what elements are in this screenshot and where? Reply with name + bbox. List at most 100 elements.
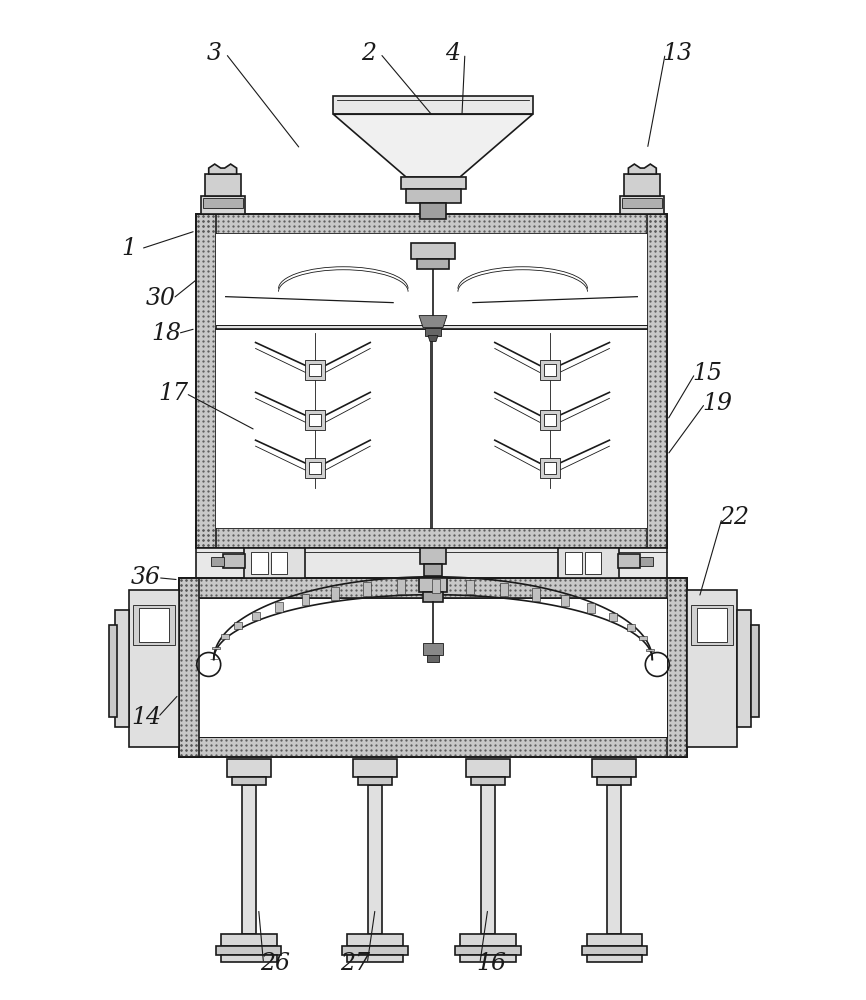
Bar xyxy=(309,414,321,426)
Bar xyxy=(275,602,283,612)
Bar xyxy=(221,955,276,962)
Bar xyxy=(460,934,516,946)
Bar xyxy=(411,243,455,259)
Bar xyxy=(500,583,508,596)
Bar xyxy=(691,605,733,645)
Bar xyxy=(397,579,405,594)
Bar xyxy=(109,625,117,717)
Bar xyxy=(342,946,408,955)
Bar xyxy=(309,462,321,474)
Bar xyxy=(592,759,637,777)
Bar xyxy=(455,946,520,955)
Bar xyxy=(481,785,494,934)
Bar xyxy=(216,946,281,955)
Bar xyxy=(178,578,688,757)
Bar xyxy=(199,598,667,737)
Text: 22: 22 xyxy=(719,506,749,529)
Bar xyxy=(627,624,635,631)
Bar xyxy=(424,564,442,576)
Text: 18: 18 xyxy=(151,322,181,345)
Text: 14: 14 xyxy=(131,706,161,729)
Bar xyxy=(620,196,664,214)
Bar xyxy=(133,605,175,645)
Bar xyxy=(587,603,595,613)
Text: 15: 15 xyxy=(692,362,722,385)
Bar xyxy=(250,552,268,574)
Bar xyxy=(231,777,266,785)
Bar xyxy=(640,557,653,566)
Bar xyxy=(688,590,737,747)
Bar xyxy=(544,364,556,376)
Bar xyxy=(540,458,559,478)
Bar xyxy=(697,608,727,642)
Bar xyxy=(204,174,241,196)
Bar xyxy=(306,360,326,380)
Bar xyxy=(216,234,647,528)
Bar xyxy=(178,737,688,757)
Bar xyxy=(301,594,309,605)
Bar xyxy=(243,548,306,578)
Bar xyxy=(306,458,326,478)
Bar xyxy=(359,777,392,785)
Bar xyxy=(609,613,617,621)
Bar xyxy=(227,759,270,777)
Bar xyxy=(540,360,559,380)
Bar xyxy=(423,592,443,602)
Bar xyxy=(460,955,516,962)
Polygon shape xyxy=(428,336,438,342)
Bar xyxy=(270,552,288,574)
Bar xyxy=(333,96,533,114)
Text: 1: 1 xyxy=(121,237,137,260)
Bar xyxy=(471,777,505,785)
Bar xyxy=(425,328,441,336)
Bar xyxy=(647,214,667,548)
Bar xyxy=(561,595,569,606)
Polygon shape xyxy=(419,316,447,328)
Bar xyxy=(467,580,475,594)
Bar xyxy=(196,528,667,548)
Bar xyxy=(624,174,660,196)
Bar xyxy=(427,655,439,662)
Text: 27: 27 xyxy=(340,952,371,975)
Bar xyxy=(585,552,602,574)
Text: 30: 30 xyxy=(145,287,176,310)
Bar xyxy=(423,643,443,655)
Bar xyxy=(216,325,647,329)
Bar xyxy=(223,554,244,568)
Polygon shape xyxy=(209,164,236,174)
Bar xyxy=(347,955,403,962)
Text: 3: 3 xyxy=(206,42,221,65)
Bar xyxy=(364,582,372,596)
Bar xyxy=(586,955,643,962)
Text: 16: 16 xyxy=(477,952,507,975)
Bar xyxy=(196,214,667,548)
Bar xyxy=(129,590,178,747)
Bar xyxy=(212,647,221,649)
Bar xyxy=(419,578,447,592)
Text: 2: 2 xyxy=(361,42,376,65)
Bar xyxy=(210,557,223,566)
Bar xyxy=(607,785,622,934)
Bar xyxy=(196,214,216,548)
Bar xyxy=(242,785,255,934)
Bar xyxy=(751,625,759,717)
Bar xyxy=(582,946,647,955)
Text: 4: 4 xyxy=(445,42,461,65)
Text: 26: 26 xyxy=(261,952,290,975)
Bar xyxy=(558,548,619,578)
Bar xyxy=(199,598,667,737)
Bar xyxy=(221,634,229,639)
Bar xyxy=(401,177,466,189)
Bar xyxy=(586,934,643,946)
Bar xyxy=(252,612,261,620)
Polygon shape xyxy=(333,114,533,177)
Bar xyxy=(139,608,169,642)
Bar xyxy=(639,636,647,640)
Bar xyxy=(623,198,662,208)
Bar xyxy=(417,259,449,269)
Bar xyxy=(544,462,556,474)
Bar xyxy=(115,610,129,727)
Bar xyxy=(432,579,440,593)
Bar xyxy=(420,203,446,219)
Bar xyxy=(540,410,559,430)
